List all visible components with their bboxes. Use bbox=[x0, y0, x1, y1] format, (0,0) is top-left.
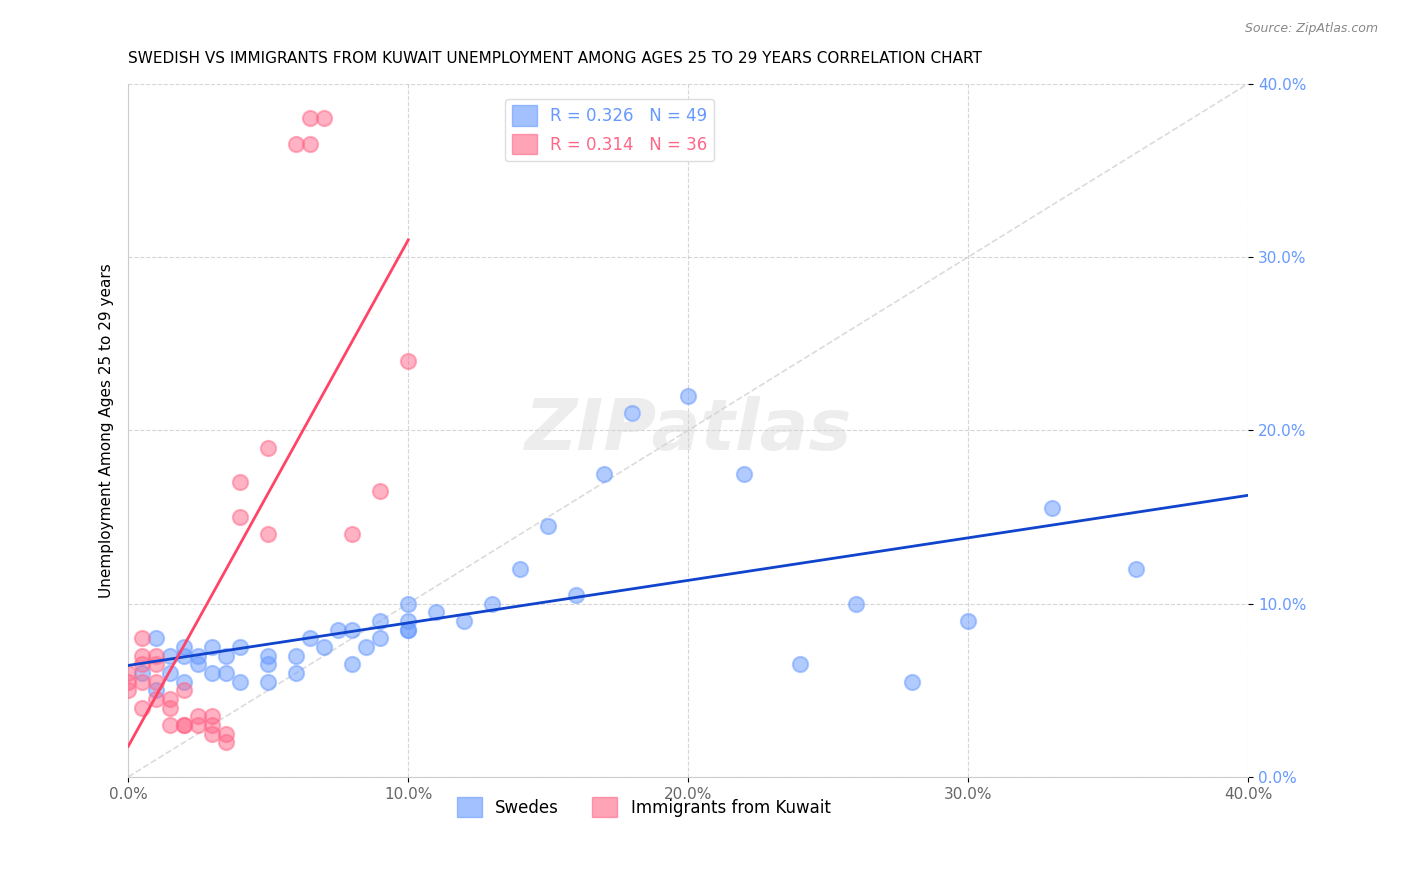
Point bbox=[159, 700, 181, 714]
Point bbox=[145, 657, 167, 672]
Point bbox=[257, 527, 280, 541]
Point bbox=[145, 648, 167, 663]
Point bbox=[131, 657, 153, 672]
Point bbox=[845, 597, 868, 611]
Text: Source: ZipAtlas.com: Source: ZipAtlas.com bbox=[1244, 22, 1378, 36]
Point bbox=[117, 665, 139, 680]
Point bbox=[593, 467, 616, 481]
Point bbox=[368, 614, 391, 628]
Legend: Swedes, Immigrants from Kuwait: Swedes, Immigrants from Kuwait bbox=[450, 790, 837, 824]
Point bbox=[257, 674, 280, 689]
Point bbox=[257, 441, 280, 455]
Point bbox=[453, 614, 475, 628]
Point bbox=[201, 665, 224, 680]
Point bbox=[145, 631, 167, 645]
Point bbox=[159, 718, 181, 732]
Point bbox=[509, 562, 531, 576]
Point bbox=[342, 527, 364, 541]
Point bbox=[299, 111, 322, 125]
Point bbox=[368, 483, 391, 498]
Point bbox=[173, 640, 195, 654]
Point bbox=[117, 674, 139, 689]
Point bbox=[356, 640, 378, 654]
Point bbox=[396, 623, 419, 637]
Point bbox=[131, 674, 153, 689]
Point bbox=[215, 648, 238, 663]
Point bbox=[257, 657, 280, 672]
Point bbox=[229, 674, 252, 689]
Point bbox=[537, 518, 560, 533]
Point bbox=[481, 597, 503, 611]
Point bbox=[368, 631, 391, 645]
Point bbox=[425, 605, 447, 619]
Point bbox=[159, 648, 181, 663]
Point bbox=[173, 674, 195, 689]
Point bbox=[957, 614, 980, 628]
Point bbox=[342, 623, 364, 637]
Point bbox=[342, 657, 364, 672]
Point bbox=[201, 718, 224, 732]
Point bbox=[201, 726, 224, 740]
Point bbox=[299, 137, 322, 152]
Point bbox=[173, 683, 195, 698]
Point bbox=[229, 509, 252, 524]
Point bbox=[285, 648, 308, 663]
Point bbox=[1125, 562, 1147, 576]
Point bbox=[565, 588, 588, 602]
Text: SWEDISH VS IMMIGRANTS FROM KUWAIT UNEMPLOYMENT AMONG AGES 25 TO 29 YEARS CORRELA: SWEDISH VS IMMIGRANTS FROM KUWAIT UNEMPL… bbox=[128, 51, 983, 66]
Point bbox=[789, 657, 811, 672]
Point bbox=[396, 623, 419, 637]
Point bbox=[257, 648, 280, 663]
Point bbox=[145, 683, 167, 698]
Point bbox=[396, 597, 419, 611]
Point bbox=[145, 674, 167, 689]
Point bbox=[159, 665, 181, 680]
Point bbox=[215, 735, 238, 749]
Point bbox=[733, 467, 755, 481]
Point bbox=[285, 137, 308, 152]
Point bbox=[678, 388, 700, 402]
Point bbox=[229, 640, 252, 654]
Point bbox=[328, 623, 350, 637]
Point bbox=[396, 614, 419, 628]
Point bbox=[299, 631, 322, 645]
Point bbox=[173, 648, 195, 663]
Point bbox=[187, 648, 209, 663]
Point bbox=[173, 718, 195, 732]
Point bbox=[215, 665, 238, 680]
Point bbox=[201, 640, 224, 654]
Point bbox=[201, 709, 224, 723]
Point bbox=[159, 691, 181, 706]
Point bbox=[131, 665, 153, 680]
Point bbox=[621, 406, 644, 420]
Point bbox=[187, 709, 209, 723]
Point bbox=[145, 691, 167, 706]
Point bbox=[131, 648, 153, 663]
Point bbox=[314, 640, 336, 654]
Point bbox=[229, 475, 252, 490]
Point bbox=[1040, 501, 1063, 516]
Point bbox=[901, 674, 924, 689]
Point bbox=[314, 111, 336, 125]
Text: ZIPatlas: ZIPatlas bbox=[524, 396, 852, 465]
Point bbox=[187, 718, 209, 732]
Point bbox=[187, 657, 209, 672]
Point bbox=[131, 631, 153, 645]
Point bbox=[131, 700, 153, 714]
Point bbox=[173, 718, 195, 732]
Y-axis label: Unemployment Among Ages 25 to 29 years: Unemployment Among Ages 25 to 29 years bbox=[100, 263, 114, 598]
Point bbox=[117, 683, 139, 698]
Point bbox=[396, 354, 419, 368]
Point bbox=[215, 726, 238, 740]
Point bbox=[285, 665, 308, 680]
